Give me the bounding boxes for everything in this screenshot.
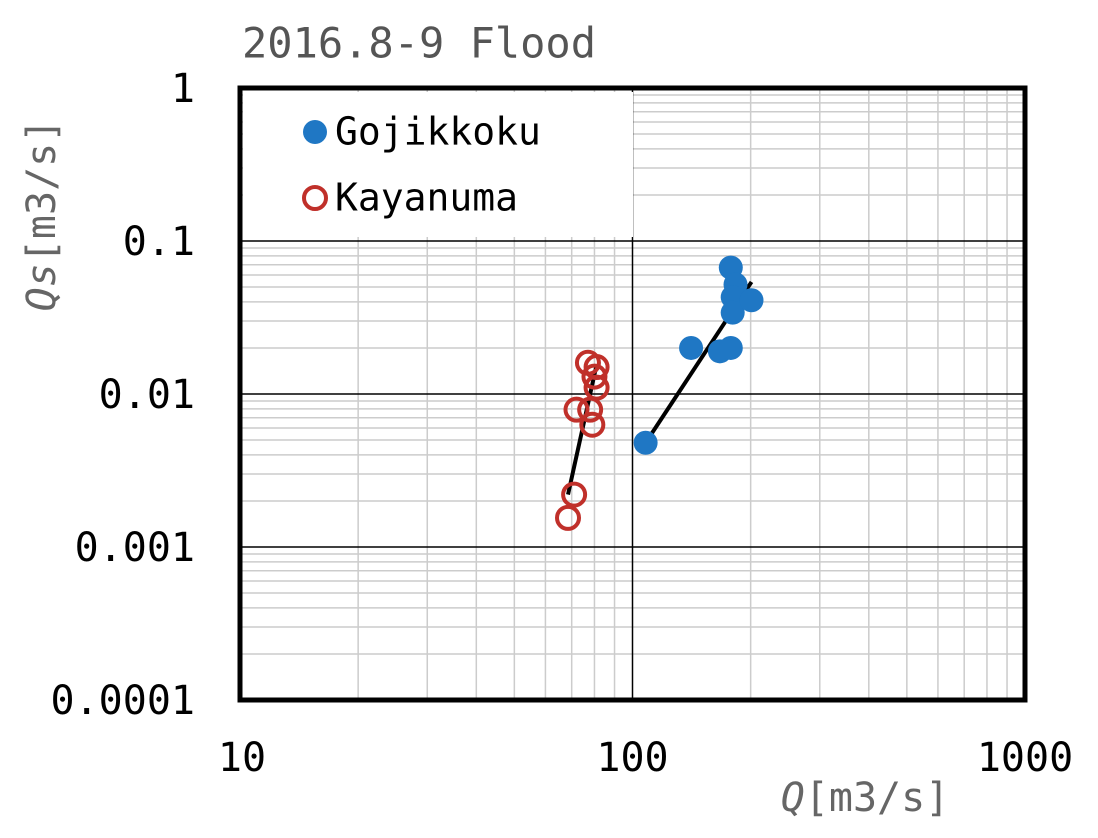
point (577, 396, 604, 423)
point (555, 504, 582, 531)
chart-title: 2016.8-9 Flood (242, 19, 596, 68)
y-tick-label: 0.1 (123, 219, 195, 265)
x-tick-label: 10 (218, 735, 266, 781)
plot-frame (237, 85, 1028, 703)
y-label-unit: [m3/s] (19, 119, 65, 264)
x-tick-label: 1000 (977, 735, 1073, 781)
legend-label: Gojikkoku (335, 110, 541, 154)
legend-box (243, 92, 633, 237)
point (579, 411, 606, 438)
legend-marker (303, 120, 327, 144)
y-tick-label: 1 (171, 66, 195, 112)
y-tick-label: 0.0001 (51, 678, 196, 724)
point (561, 481, 588, 508)
y-axis-label: Qs[m3/s] (19, 119, 65, 312)
y-label-symbol: Qs (19, 263, 65, 311)
point (679, 335, 704, 360)
point (720, 300, 745, 325)
point (633, 430, 658, 455)
x-axis-label: Q[m3/s] (781, 775, 950, 821)
legend-marker (302, 185, 328, 211)
y-tick-label: 0.01 (99, 372, 195, 418)
x-label-unit: [m3/s] (805, 775, 950, 821)
legend-label: Kayanuma (335, 176, 518, 220)
point (718, 335, 743, 360)
x-tick-label: 100 (596, 735, 668, 781)
y-tick-label: 0.001 (75, 525, 195, 571)
point (563, 396, 590, 423)
point (581, 363, 608, 390)
point (739, 288, 764, 313)
x-label-symbol: Q (781, 775, 805, 821)
